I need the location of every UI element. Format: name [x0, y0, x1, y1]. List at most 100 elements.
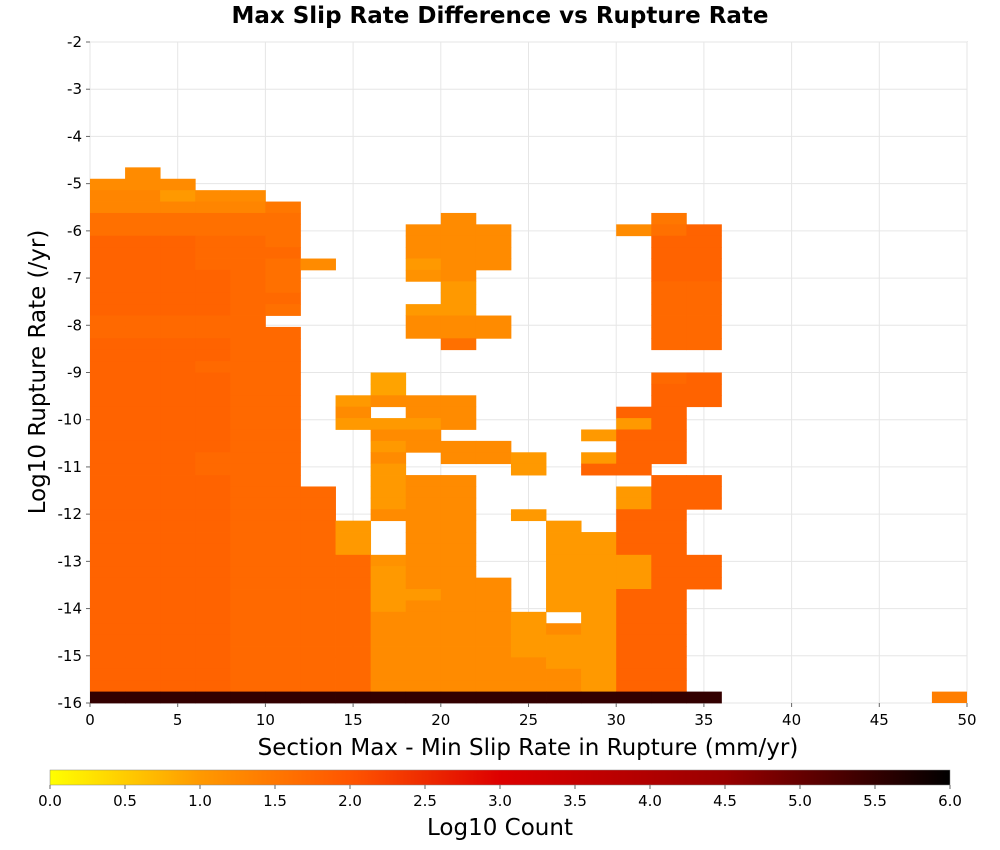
- heatmap-cell: [90, 452, 126, 465]
- heatmap-cell: [475, 600, 512, 613]
- heatmap-cell: [510, 623, 547, 636]
- heatmap-cell: [686, 554, 722, 567]
- heatmap-cell: [405, 520, 442, 533]
- heatmap-cell: [651, 554, 687, 567]
- heatmap-cell: [440, 395, 477, 408]
- heatmap-cell: [440, 566, 477, 579]
- heatmap-cell: [125, 600, 161, 613]
- heatmap-cell: [686, 269, 722, 282]
- heatmap-cell: [651, 247, 687, 259]
- heatmap-cell: [370, 475, 407, 487]
- heatmap-cell: [265, 486, 301, 499]
- heatmap-cell: [510, 634, 547, 647]
- heatmap-cell: [90, 429, 126, 442]
- heatmap-cell: [230, 349, 266, 362]
- heatmap-cell: [335, 554, 372, 567]
- heatmap-cell: [265, 657, 301, 670]
- y-axis-ticks: -2 -3 -4 -5 -6 -7 -8 -9 -10 -11 -12 -13 -14 -15 -16: [58, 33, 90, 712]
- heatmap-cell: [581, 691, 617, 704]
- heatmap-cell: [125, 589, 161, 601]
- heatmap-cell: [265, 509, 301, 522]
- heatmap-cell: [125, 418, 161, 430]
- heatmap-cell: [125, 475, 161, 487]
- heatmap-cell: [125, 292, 161, 305]
- heatmap-cell: [300, 577, 336, 590]
- heatmap-cell: [230, 361, 266, 373]
- heatmap-cell: [125, 281, 161, 294]
- heatmap-cell: [265, 361, 301, 373]
- heatmap-cell: [616, 452, 652, 465]
- heatmap-cell: [651, 680, 687, 693]
- heatmap-cell: [686, 497, 722, 510]
- colorbar-tick-label: 2.0: [338, 792, 362, 810]
- heatmap-cell: [90, 554, 126, 567]
- heatmap-cell: [125, 190, 161, 202]
- heatmap-cell: [335, 543, 372, 556]
- heatmap-cell: [546, 520, 582, 533]
- heatmap-cell: [440, 269, 477, 282]
- heatmap-cell: [90, 486, 126, 499]
- heatmap-cell: [160, 338, 196, 351]
- heatmap-cell: [125, 395, 161, 408]
- heatmap-cell: [265, 281, 301, 294]
- x-tick-label: 0: [85, 711, 95, 729]
- heatmap-cell: [510, 509, 547, 522]
- heatmap-cell: [230, 315, 266, 328]
- heatmap-cell: [265, 429, 301, 442]
- heatmap-cell: [90, 201, 126, 214]
- heatmap-cell: [475, 315, 512, 328]
- heatmap-cell: [405, 429, 442, 442]
- heatmap-cell: [195, 589, 231, 601]
- heatmap-cell: [265, 566, 301, 579]
- heatmap-cell: [581, 600, 617, 613]
- heatmap-cell: [475, 577, 512, 590]
- colorbar-tick-label: 6.0: [938, 792, 962, 810]
- heatmap-cell: [686, 338, 722, 351]
- heatmap-cell: [405, 532, 442, 544]
- colorbar-tick-label: 1.0: [188, 792, 212, 810]
- heatmap-cell: [405, 269, 442, 282]
- x-axis-label: Section Max - Min Slip Rate in Rupture (…: [258, 735, 799, 761]
- heatmap-cell: [125, 577, 161, 590]
- x-tick-label: 10: [256, 711, 275, 729]
- heatmap-cell: [265, 235, 301, 248]
- heatmap-cell: [195, 224, 231, 237]
- heatmap-cell: [160, 452, 196, 465]
- heatmap-cell: [160, 429, 196, 442]
- heatmap-cell: [405, 577, 442, 590]
- heatmap-cell: [651, 269, 687, 282]
- heatmap-cell: [616, 623, 652, 636]
- heatmap-cell: [125, 611, 161, 624]
- heatmap-cell: [265, 383, 301, 396]
- heatmap-cell: [300, 258, 336, 271]
- heatmap-cell: [300, 532, 336, 544]
- heatmap-cell: [440, 406, 477, 419]
- heatmap-cell: [160, 304, 196, 316]
- heatmap-cell: [230, 577, 266, 590]
- heatmap-cell: [125, 201, 161, 214]
- heatmap-cell: [195, 235, 231, 248]
- heatmap-cell: [440, 326, 477, 339]
- heatmap-cell: [651, 383, 687, 396]
- heatmap-cell: [90, 258, 126, 271]
- heatmap-cell: [510, 463, 547, 476]
- heatmap-cell: [265, 418, 301, 430]
- heatmap-cell: [651, 634, 687, 647]
- heatmap-cell: [405, 623, 442, 636]
- heatmap-cell: [195, 475, 231, 487]
- heatmap-cell: [651, 418, 687, 430]
- heatmap-cell: [335, 520, 372, 533]
- heatmap-cell: [405, 657, 442, 670]
- heatmap-cell: [125, 269, 161, 282]
- y-tick-label: -3: [67, 80, 82, 98]
- heatmap-cell: [616, 486, 652, 499]
- heatmap-cell: [195, 315, 231, 328]
- heatmap-cell: [405, 224, 442, 237]
- heatmap-cell: [616, 406, 652, 419]
- heatmap-cell: [125, 532, 161, 544]
- heatmap-cell: [335, 623, 372, 636]
- heatmap-cell: [230, 680, 266, 693]
- heatmap-cell: [265, 691, 301, 704]
- heatmap-cell: [651, 566, 687, 579]
- heatmap-cell: [440, 600, 477, 613]
